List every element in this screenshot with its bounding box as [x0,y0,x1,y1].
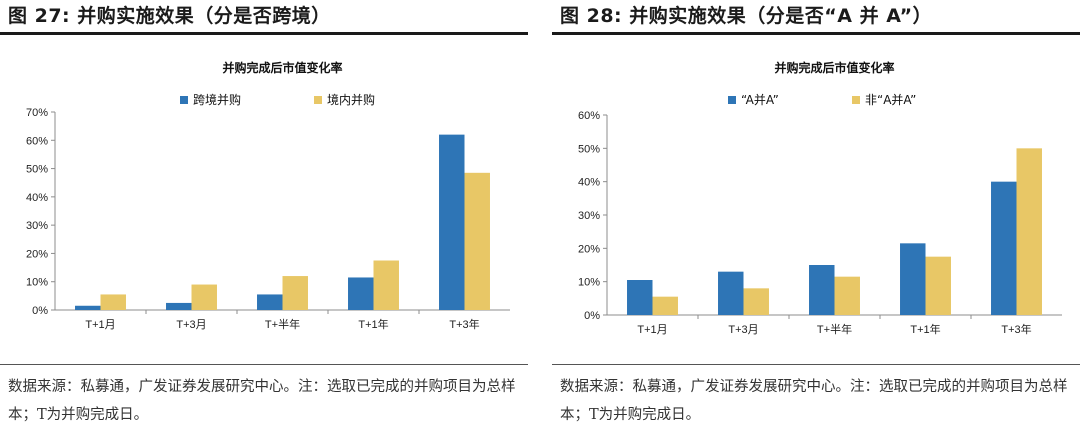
x-tick-label: T+1年 [358,317,388,331]
y-tick-label: 30% [578,210,600,222]
title-rule [552,32,1080,35]
x-tick-label: T+3月 [728,324,758,336]
bar [925,256,951,315]
bar [1016,148,1042,315]
bar [464,172,490,310]
legend-label: 跨境并购 [193,92,241,107]
source-rule [552,364,1080,365]
x-tick-label: T+半年 [265,317,300,331]
y-tick-label: 30% [26,220,48,232]
chart-28: 并购完成后市值变化率 “A并A” 非“A并A” 0% 10% 20% 30% 40% 50% 60… [578,60,1062,336]
x-tick-label: T+3月 [176,319,206,331]
x-tick-label: T+半年 [817,322,852,336]
chart-title: 并购完成后市值变化率 [222,60,342,75]
bar [373,260,399,310]
y-tick-label: 60% [578,110,600,122]
y-tick-label: 10% [578,277,600,289]
bar [257,294,283,310]
bar [439,134,465,310]
legend-label: 非“A并A” [865,93,916,107]
bar [900,243,926,315]
figure-title: 图 27: 并购实施效果（分是否跨境） [8,5,331,27]
bar [991,181,1017,315]
y-tick-label: 50% [26,164,48,176]
figure-27-panel: 图 27: 并购实施效果（分是否跨境） 并购完成后市值变化率跨境并购 境内并购 0%… [0,0,528,429]
source-note: 数据来源：私募通，广发证券发展研究中心。注：选取已完成的并购项目为总样本；T为并… [560,379,1068,423]
legend-swatch [314,96,322,104]
figure-28-panel: 图 28: 并购实施效果（分是否“A 并 A”） 并购完成后市值变化率 “A并A”… [552,0,1080,429]
bar [282,276,308,310]
bar [809,265,835,315]
source-rule [0,364,528,365]
legend-label: “A并A” [741,93,779,107]
bar [191,284,217,310]
bar [348,277,374,310]
bar [166,302,192,310]
bar [834,276,860,315]
chart-title: 并购完成后市值变化率 [774,60,894,75]
legend-label: 境内并购 [327,92,375,107]
legend-swatch [852,96,860,104]
y-tick-label: 0% [584,310,600,322]
y-tick-label: 40% [26,192,48,204]
x-tick-label: T+1月 [85,319,115,331]
x-tick-label: T+1年 [910,322,940,336]
bar [627,280,653,315]
y-tick-label: 60% [26,135,48,147]
y-tick-label: 40% [578,177,600,189]
y-tick-label: 10% [26,277,48,289]
bar [100,294,126,310]
figure-title: 图 28: 并购实施效果（分是否“A 并 A”） [560,5,933,27]
y-tick-label: 20% [578,243,600,255]
x-tick-label: T+3年 [1001,322,1031,336]
bar [718,271,744,315]
bar [743,288,769,315]
y-tick-label: 50% [578,143,600,155]
legend-swatch [728,96,736,104]
bar [75,305,101,310]
y-tick-label: 20% [26,248,48,260]
x-tick-label: T+1月 [637,324,667,336]
y-tick-label: 0% [32,305,48,317]
legend-swatch [180,96,188,104]
source-note: 数据来源：私募通，广发证券发展研究中心。注：选取已完成的并购项目为总样本；T为并… [8,379,516,423]
x-tick-label: T+3年 [449,317,479,331]
y-tick-label: 70% [26,107,48,119]
bar [652,296,678,315]
title-rule [0,32,528,35]
